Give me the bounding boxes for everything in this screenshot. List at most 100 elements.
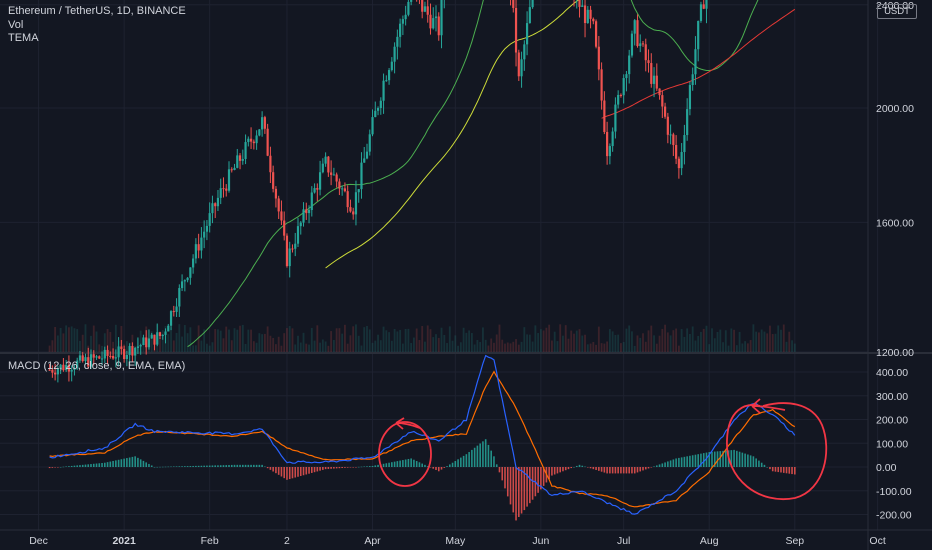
candle	[114, 349, 117, 368]
candle	[81, 352, 84, 363]
histogram-bar	[164, 466, 167, 468]
candle-body	[702, 4, 705, 9]
histogram-bar	[404, 459, 407, 467]
candle-body	[663, 106, 667, 117]
candle-body	[167, 325, 170, 332]
volume-bar	[269, 335, 272, 352]
histogram-bar	[653, 466, 655, 467]
histogram-bar	[465, 454, 468, 467]
volume-bar	[106, 329, 109, 352]
tema-indicator-label[interactable]: TEMA	[8, 32, 39, 44]
candle-body	[338, 181, 341, 189]
candle	[578, 0, 581, 18]
candle	[305, 202, 308, 220]
candle-body	[70, 369, 73, 372]
candle	[647, 49, 650, 73]
volume-bar	[371, 342, 374, 352]
volume-bar	[208, 345, 211, 352]
candle-body	[396, 36, 399, 47]
candle-body	[106, 349, 109, 356]
histogram-bar	[691, 455, 694, 467]
candle	[158, 331, 162, 339]
candle	[338, 178, 341, 196]
histogram-bar	[360, 466, 363, 468]
candle	[307, 205, 311, 224]
histogram-bar	[269, 467, 272, 470]
volume-bar	[272, 337, 275, 352]
candle	[65, 359, 68, 372]
candle-body	[619, 94, 623, 96]
volume-bar	[448, 326, 451, 352]
vol-indicator-label[interactable]: Vol	[8, 19, 24, 31]
candle-body	[343, 188, 347, 192]
candle-body	[150, 334, 153, 339]
volume-bar	[738, 331, 741, 352]
volume-bar	[313, 340, 316, 352]
candle-body	[341, 188, 344, 190]
candle-body	[249, 138, 253, 142]
candle	[688, 81, 692, 116]
histogram-bar	[200, 465, 203, 467]
histogram-bar	[297, 467, 299, 477]
histogram-bar	[148, 463, 150, 467]
macd-indicator-label[interactable]: MACD (12, 26, close, 9, EMA, EMA)	[8, 360, 186, 372]
volume-bar	[735, 345, 738, 352]
candle-body	[324, 156, 327, 164]
histogram-bar	[197, 465, 200, 467]
candle-body	[136, 346, 140, 348]
volume-bar	[200, 340, 203, 352]
candle-body	[208, 213, 211, 226]
histogram-bar	[371, 465, 374, 467]
histogram-bar	[589, 467, 592, 469]
candle	[299, 221, 302, 235]
candle	[346, 185, 349, 213]
candle	[73, 363, 76, 376]
volume-bar	[589, 343, 592, 352]
histogram-bar	[725, 450, 727, 467]
candle-body	[581, 5, 584, 7]
volume-bar	[785, 341, 788, 352]
currency-button[interactable]: USDT	[877, 4, 917, 19]
candle-body	[652, 75, 656, 84]
candle	[611, 127, 614, 152]
volume-bar	[70, 326, 73, 352]
histogram-bar	[261, 464, 263, 467]
volume-bar	[487, 345, 490, 352]
candle	[437, 12, 440, 41]
candle	[164, 328, 167, 344]
histogram-bar	[678, 457, 680, 467]
candle-body	[636, 20, 639, 47]
candle-body	[517, 52, 520, 77]
volume-bar	[694, 340, 697, 352]
candle-body	[349, 207, 352, 212]
candle-body	[197, 244, 200, 251]
candle	[156, 323, 159, 347]
time-tick-label: Jul	[617, 535, 630, 547]
histogram-bar	[54, 467, 56, 468]
histogram-bar	[62, 466, 65, 468]
candle-body	[583, 5, 587, 24]
histogram-bar	[84, 464, 87, 467]
histogram-bar	[330, 467, 332, 469]
ma-green-line	[187, 0, 759, 348]
candle	[418, 0, 420, 4]
candle	[214, 202, 217, 219]
volume-bar	[642, 333, 644, 352]
histogram-bar	[192, 465, 194, 467]
volume-bar	[390, 340, 393, 352]
histogram-bar	[471, 449, 473, 467]
histogram-bar	[479, 443, 481, 467]
volume-bar	[302, 332, 305, 352]
candle-body	[332, 174, 335, 176]
volume-bar	[321, 339, 324, 352]
histogram-bar	[109, 461, 112, 467]
volume-bar	[614, 335, 617, 352]
histogram-bar	[700, 453, 702, 467]
candle	[197, 233, 200, 259]
candle	[343, 182, 347, 193]
histogram-bar	[184, 466, 186, 467]
histogram-bar	[217, 465, 219, 467]
volume-bar	[112, 341, 114, 352]
candle-body	[180, 281, 184, 289]
